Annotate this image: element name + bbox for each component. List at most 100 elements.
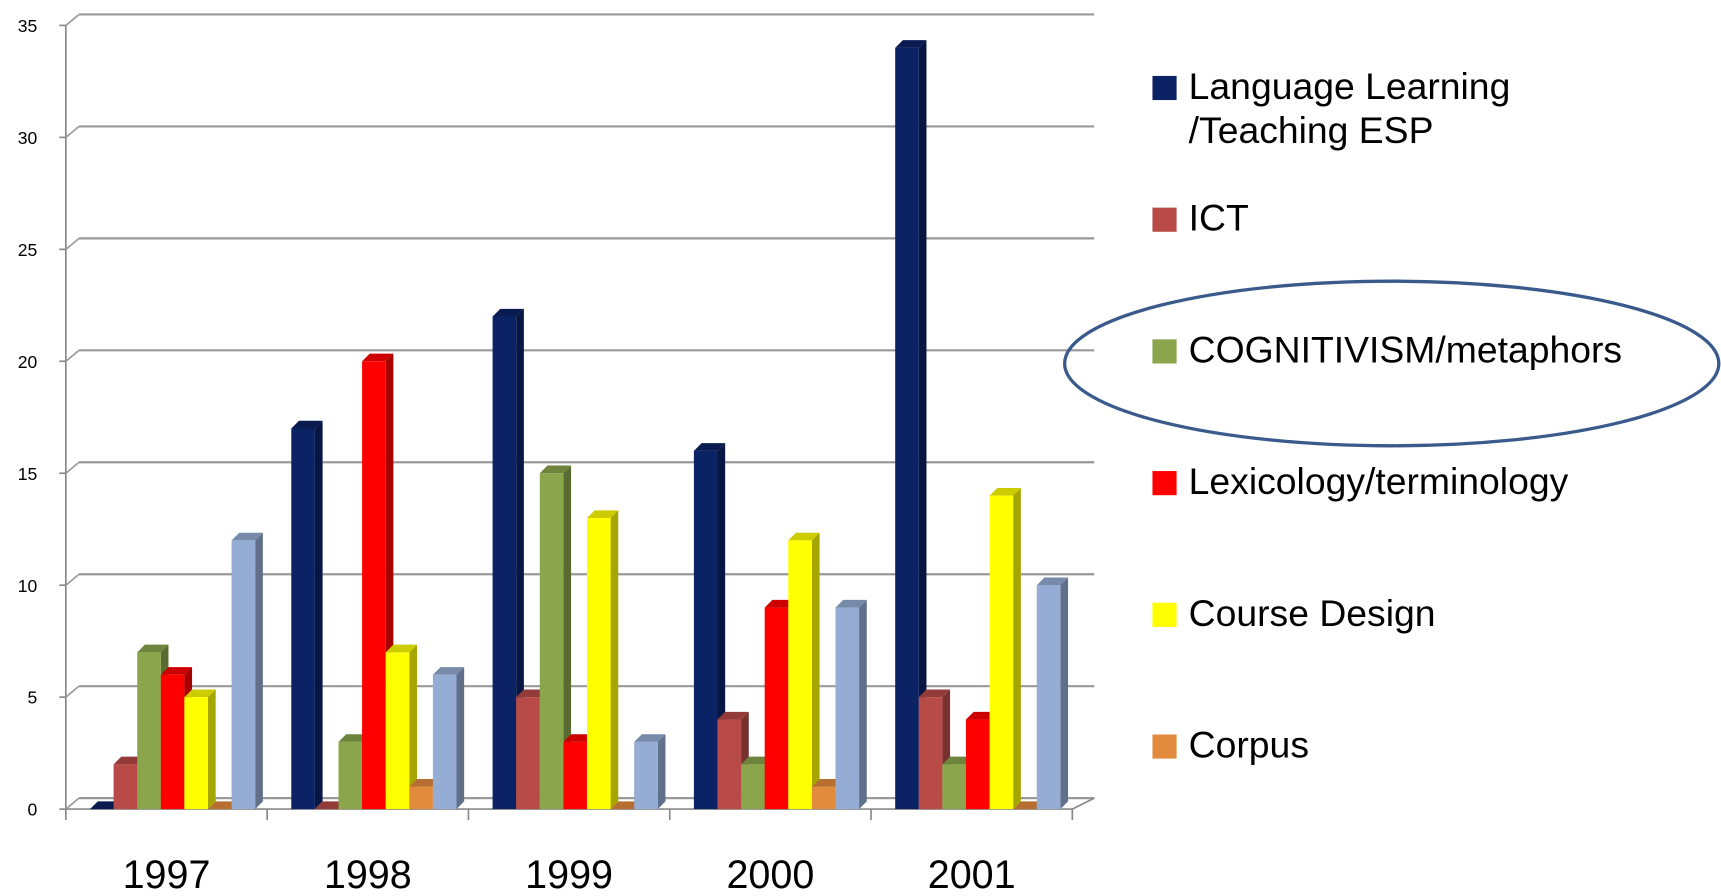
y-tick-label: 20 (18, 352, 38, 372)
bar-side (409, 644, 417, 810)
bar-top (539, 465, 572, 474)
bar-top (113, 756, 145, 765)
grid-line-side (65, 797, 80, 810)
bar-top (586, 510, 619, 519)
y-tick-label: 15 (18, 464, 38, 484)
bar (693, 443, 726, 810)
bar (586, 510, 619, 810)
bar-front (160, 674, 185, 810)
bar-front (788, 540, 812, 810)
bar-front (113, 764, 138, 810)
bar-front (539, 473, 564, 810)
bar (385, 644, 417, 810)
bar-front (1036, 585, 1061, 810)
bar (1036, 577, 1069, 810)
bar (835, 599, 867, 810)
legend-swatch (1152, 75, 1177, 101)
legend-swatch (1152, 471, 1177, 496)
x-tick-label: 2000 (726, 853, 814, 896)
bar (539, 465, 572, 810)
bar-top (314, 801, 347, 810)
bar-front (492, 316, 517, 810)
bar-front (516, 697, 540, 810)
legend-label: Course Design (1188, 592, 1436, 635)
bar-front (989, 495, 1014, 810)
bar-front (965, 719, 990, 810)
bar (314, 801, 347, 810)
bar-top (563, 734, 595, 742)
bar-front (764, 607, 789, 810)
bar-front (717, 719, 742, 810)
legend-swatch (1152, 602, 1177, 627)
bar-front (586, 518, 611, 810)
bar-top (516, 689, 548, 698)
bar-front (409, 786, 433, 810)
bar-front (942, 764, 966, 810)
bar-top (207, 801, 240, 810)
bar-front (563, 741, 587, 810)
bar (634, 734, 666, 810)
bar-top (291, 420, 323, 429)
legend-item: Corpus (1189, 725, 1309, 767)
bar-top (965, 711, 998, 720)
bar-top (989, 487, 1021, 496)
bar-top (409, 779, 441, 787)
bar-top (634, 734, 666, 742)
grid-line-side (65, 349, 80, 362)
bar (432, 667, 465, 810)
bar-top (385, 644, 417, 653)
bar-top (788, 532, 820, 541)
y-tick-label: 30 (18, 128, 38, 148)
legend-label: Lexicology/terminology (1188, 461, 1569, 503)
legend-item: Language Learning /Teaching ESP (1188, 66, 1511, 152)
bar-front (137, 652, 161, 810)
legend-label: ICT (1188, 197, 1249, 240)
legend-item: Lexicology/terminology (1188, 461, 1569, 503)
bar-top (231, 532, 263, 541)
y-tick-label: 0 (28, 800, 38, 820)
legend-swatch (1152, 207, 1177, 232)
bar-top (811, 779, 844, 787)
legend-item: ICT (1188, 197, 1249, 240)
bar (788, 532, 820, 810)
bar-front (835, 607, 860, 810)
bar (291, 420, 323, 810)
bar-top (717, 711, 749, 720)
grid-line-side (65, 125, 80, 139)
bar (610, 801, 642, 810)
legend-swatch (1152, 339, 1177, 364)
grid-line-side (65, 573, 80, 586)
bar-top (610, 801, 642, 810)
bar-front (385, 652, 410, 810)
bar-side (314, 420, 323, 810)
bar-top (338, 734, 370, 742)
legend-item: COGNITIVISM/metaphors (1189, 329, 1622, 371)
bar (207, 801, 240, 810)
bar-front (918, 697, 943, 810)
bar-side (811, 532, 820, 810)
bar-side (610, 510, 619, 810)
bar (895, 40, 927, 810)
bar-top (942, 756, 974, 765)
bar-top (492, 308, 524, 317)
legend-label: Language Learning /Teaching ESP (1188, 66, 1511, 152)
x-tick-label: 1997 (123, 853, 211, 896)
bar-front (338, 741, 363, 810)
bar-side (859, 599, 867, 810)
legend-swatch (1152, 734, 1177, 759)
bar-side (1060, 577, 1069, 810)
bar-top (90, 801, 122, 810)
y-tick-label: 25 (18, 240, 38, 260)
bar-top (184, 689, 216, 698)
bar-top (160, 667, 193, 675)
bar-top (895, 40, 927, 48)
grid-line-side (65, 461, 80, 474)
bar-front (693, 450, 718, 810)
grid-line-side (65, 237, 80, 250)
highlight-ellipse (1063, 279, 1721, 448)
x-tick-label: 1999 (525, 853, 613, 896)
bar (989, 487, 1021, 810)
bar-top (918, 689, 951, 698)
bar-side (207, 689, 216, 810)
